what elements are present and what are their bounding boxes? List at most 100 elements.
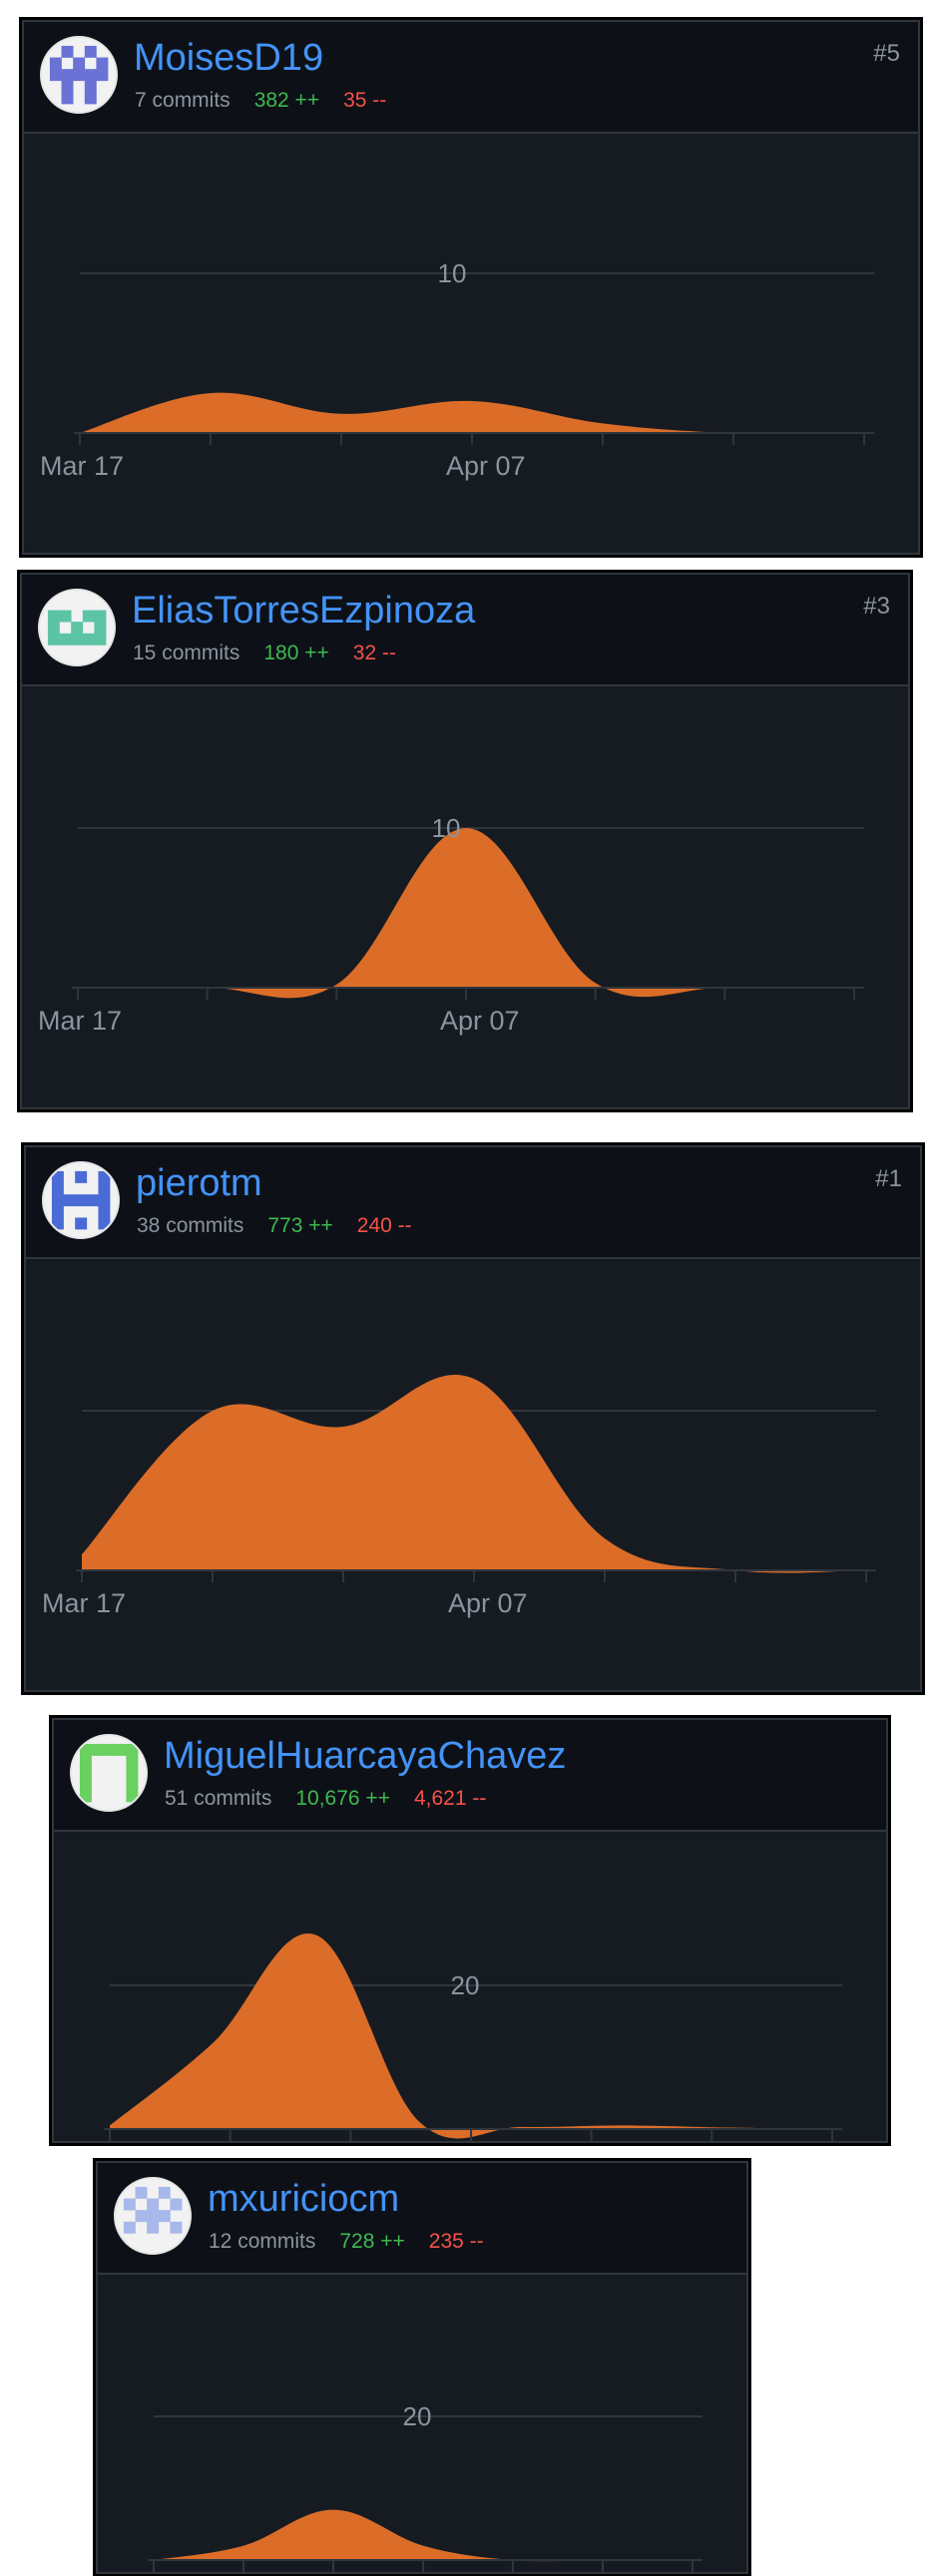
rank-badge: #5 xyxy=(873,40,900,67)
identicon-cell xyxy=(98,1182,111,1195)
username-link[interactable]: MiguelHuarcayaChavez xyxy=(164,1735,567,1777)
identicon-cell xyxy=(147,2210,160,2223)
identicon-cell xyxy=(98,1170,111,1183)
identicon-cell xyxy=(84,92,97,105)
x-tick-label: Mar 17 xyxy=(38,1006,122,1036)
identicon-avatar[interactable] xyxy=(114,2177,192,2255)
card-header: EliasTorresEzpinoza 15 commits 180 ++ 32 -… xyxy=(22,575,908,686)
contribution-stats: 7 commits 382 ++ 35 -- xyxy=(135,88,410,114)
additions-count: 728 ++ xyxy=(339,2230,405,2253)
identicon-cell xyxy=(51,1217,64,1230)
identicon-cell xyxy=(75,1217,88,1230)
identicon-cell xyxy=(47,622,60,635)
contribution-stats: 38 commits 773 ++ 240 -- xyxy=(137,1213,436,1239)
commits-count[interactable]: 12 commits xyxy=(209,2230,316,2253)
contributor-card: MoisesD19 7 commits 382 ++ 35 -- #5 10 Mar … xyxy=(19,17,923,558)
identicon-cell xyxy=(61,80,74,93)
deletions-count: 4,621 -- xyxy=(413,1787,487,1810)
identicon-cell xyxy=(49,69,62,82)
identicon-avatar[interactable] xyxy=(38,589,116,666)
identicon-avatar-image xyxy=(44,1163,118,1237)
identicon-avatar[interactable] xyxy=(40,36,118,114)
identicon-cell xyxy=(135,2210,148,2223)
username-link[interactable]: EliasTorresEzpinoza xyxy=(132,590,476,632)
username-link[interactable]: MoisesD19 xyxy=(134,37,324,79)
chart-svg: 10 Mar 17 Apr 07 xyxy=(38,813,864,1036)
identicon-cell xyxy=(79,1755,92,1768)
identicon-cell xyxy=(49,57,62,70)
contributor-card: pierotm 38 commits 773 ++ 240 -- #1 Mar 17… xyxy=(21,1142,925,1695)
card-header: mxuriciocm 12 commits 728 ++ 235 -- xyxy=(98,2163,746,2275)
identicon-cell xyxy=(82,610,95,623)
commits-count[interactable]: 7 commits xyxy=(135,89,231,112)
identicon-avatar[interactable] xyxy=(70,1734,148,1812)
identicon-cell xyxy=(51,1205,64,1218)
card-header: MiguelHuarcayaChavez 51 commits 10,676 ++… xyxy=(54,1720,886,1832)
contributor-card: EliasTorresEzpinoza 15 commits 180 ++ 32 -… xyxy=(17,570,913,1112)
contributor-card: MiguelHuarcayaChavez 51 commits 10,676 ++… xyxy=(49,1715,891,2146)
chart-svg: 10 Mar 17 Apr 07 xyxy=(40,258,874,481)
x-tick-label: Mar 17 xyxy=(42,1588,126,1618)
identicon-cell xyxy=(51,1170,64,1183)
identicon-cell xyxy=(51,1182,64,1195)
identicon-avatar[interactable] xyxy=(42,1161,120,1239)
contributor-card: mxuriciocm 12 commits 728 ++ 235 -- 20 xyxy=(93,2158,751,2576)
contribution-stats: 15 commits 180 ++ 32 -- xyxy=(133,641,420,666)
identicon-cell xyxy=(114,1743,127,1756)
deletions-count: 240 -- xyxy=(356,1214,412,1237)
identicon-cell xyxy=(71,622,84,635)
identicon-cell xyxy=(79,1790,92,1803)
contribution-chart: 10 Mar 17 Apr 07 xyxy=(22,684,908,1107)
additions-count: 10,676 ++ xyxy=(295,1787,390,1810)
commits-count[interactable]: 38 commits xyxy=(137,1214,244,1237)
identicon-cell xyxy=(91,1743,104,1756)
identicon-cell xyxy=(94,633,107,645)
x-tick-label: Apr 07 xyxy=(448,1588,528,1618)
identicon-cell xyxy=(59,633,72,645)
rank-badge: #3 xyxy=(863,593,890,620)
identicon-cell xyxy=(126,1755,139,1768)
identicon-cell xyxy=(84,69,97,82)
identicon-cell xyxy=(82,633,95,645)
identicon-cell xyxy=(98,1205,111,1218)
chart-svg: 20 xyxy=(104,1933,842,2141)
identicon-cell xyxy=(79,1767,92,1780)
identicon-cell xyxy=(75,1170,88,1183)
contribution-chart: Mar 17 Apr 07 xyxy=(26,1257,920,1690)
identicon-cell xyxy=(73,69,86,82)
identicon-cell xyxy=(147,2221,160,2234)
gridline-label: 20 xyxy=(451,1970,480,2000)
contribution-area xyxy=(80,392,864,434)
contribution-area xyxy=(154,2509,693,2562)
username-link[interactable]: pierotm xyxy=(136,1162,262,1204)
contribution-chart: 20 xyxy=(98,2273,746,2572)
gridline-label: 10 xyxy=(438,258,467,288)
identicon-cell xyxy=(170,2221,183,2234)
contribution-area xyxy=(110,1933,832,2139)
username-link[interactable]: mxuriciocm xyxy=(208,2178,400,2220)
identicon-cell xyxy=(126,1778,139,1791)
identicon-cell xyxy=(158,2210,171,2223)
identicon-avatar-image xyxy=(72,1736,146,1810)
identicon-cell xyxy=(61,45,74,58)
identicon-cell xyxy=(147,2198,160,2211)
additions-count: 773 ++ xyxy=(267,1214,333,1237)
additions-count: 382 ++ xyxy=(253,89,320,112)
contribution-stats: 12 commits 728 ++ 235 -- xyxy=(209,2229,508,2255)
identicon-cell xyxy=(61,69,74,82)
deletions-count: 35 -- xyxy=(343,89,387,112)
identicon-cell xyxy=(126,1743,139,1756)
identicon-cell xyxy=(59,610,72,623)
identicon-cell xyxy=(123,2198,136,2211)
additions-count: 180 ++ xyxy=(263,642,329,664)
commits-count[interactable]: 15 commits xyxy=(133,642,240,664)
chart-svg: Mar 17 Apr 07 xyxy=(42,1375,876,1618)
contribution-area xyxy=(78,827,854,999)
rank-badge: #1 xyxy=(875,1165,902,1192)
card-header: pierotm 38 commits 773 ++ 240 -- #1 xyxy=(26,1147,920,1259)
commits-count[interactable]: 51 commits xyxy=(165,1787,272,1810)
identicon-cell xyxy=(71,633,84,645)
identicon-cell xyxy=(126,1767,139,1780)
identicon-cell xyxy=(126,1790,139,1803)
identicon-cell xyxy=(86,1194,99,1207)
